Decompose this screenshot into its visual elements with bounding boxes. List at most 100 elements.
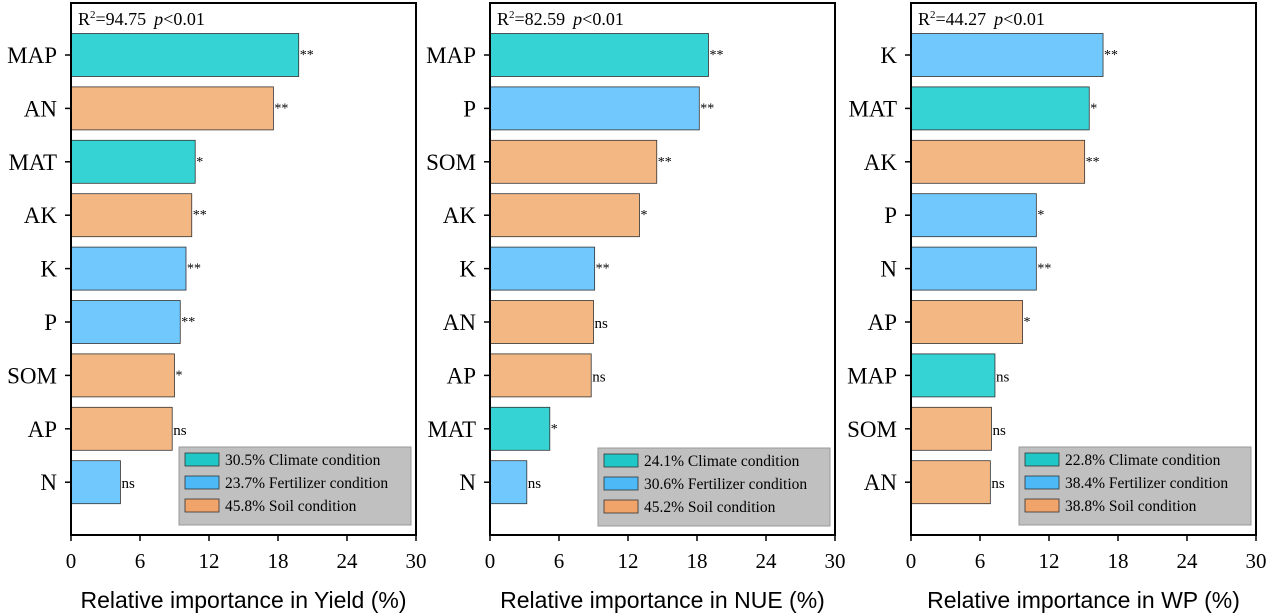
plot-frame xyxy=(489,2,836,536)
r2-exponent: 2 xyxy=(509,9,515,21)
y-tick-label: P xyxy=(884,203,897,228)
x-axis-title: Relative importance in NUE (%) xyxy=(500,587,825,613)
x-tick-label: 18 xyxy=(1108,549,1129,573)
stat-annotation: R2=82.59 p<0.01 xyxy=(497,9,624,29)
r2-exponent: 2 xyxy=(930,9,936,21)
r2-value: =94.75 xyxy=(96,9,147,29)
significance-label: ** xyxy=(181,315,195,330)
stat-annotation: R2=44.27 p<0.01 xyxy=(918,9,1045,29)
y-tick-label: MAP xyxy=(426,43,476,68)
bar-map xyxy=(70,33,300,77)
y-tick-label: N xyxy=(40,470,57,495)
y-tick-label: SOM xyxy=(426,150,476,175)
r2-symbol: R xyxy=(78,9,90,29)
y-tick-label: P xyxy=(44,310,57,335)
p-value: <0.01 xyxy=(1003,9,1045,29)
significance-label: ns xyxy=(996,369,1010,385)
legend-swatch-fertilizer xyxy=(603,476,639,491)
bar-p xyxy=(70,300,181,344)
significance-label: ** xyxy=(1104,48,1118,63)
legend-swatch-climate xyxy=(603,453,639,468)
significance-label: ** xyxy=(1086,155,1100,170)
y-tick-label: AP xyxy=(28,417,57,442)
significance-label: ** xyxy=(1037,262,1051,277)
x-tick-label: 6 xyxy=(554,549,565,573)
x-tick-label: 6 xyxy=(135,549,146,573)
significance-label: * xyxy=(1037,208,1044,223)
stat-annotation: R2=94.75 p<0.01 xyxy=(78,9,205,29)
p-symbol: p xyxy=(992,9,1003,29)
y-tick-label: K xyxy=(880,43,897,68)
bar-ap xyxy=(489,353,592,398)
significance-label: ** xyxy=(193,208,207,223)
y-tick-label: MAP xyxy=(7,43,57,68)
x-tick-label: 12 xyxy=(618,549,639,573)
bar-ak xyxy=(70,193,193,238)
x-tick-label: 0 xyxy=(66,549,77,573)
significance-label: * xyxy=(196,155,203,170)
significance-label: * xyxy=(1090,101,1097,116)
significance-label: ns xyxy=(528,476,542,492)
significance-label: * xyxy=(176,368,183,383)
legend-label-soil: 38.8% Soil condition xyxy=(1065,498,1197,515)
bar-som xyxy=(489,139,658,184)
y-tick-label: P xyxy=(463,96,476,121)
r2-exponent: 2 xyxy=(90,9,96,21)
legend-swatch-soil xyxy=(603,499,639,514)
significance-label: ** xyxy=(710,48,724,63)
significance-label: ns xyxy=(595,316,609,332)
significance-label: ** xyxy=(187,262,201,277)
bar-som xyxy=(910,406,992,451)
significance-label: ns xyxy=(121,476,135,492)
significance-label: * xyxy=(551,422,558,437)
y-tick-label: N xyxy=(880,257,897,282)
significance-label: * xyxy=(641,208,648,223)
y-tick-label: MAT xyxy=(848,96,897,121)
r2-value: =44.27 xyxy=(936,9,987,29)
x-tick-label: 0 xyxy=(906,549,917,573)
legend-label-soil: 45.8% Soil condition xyxy=(225,498,357,515)
bar-mat xyxy=(910,86,1090,131)
legend: 30.5% Climate condition 23.7% Fertilizer … xyxy=(178,446,412,526)
significance-label: ** xyxy=(596,262,610,277)
p-value: <0.01 xyxy=(163,9,205,29)
bar-ap xyxy=(70,406,173,451)
legend-swatch-climate xyxy=(184,452,220,467)
bar-k xyxy=(910,33,1104,77)
significance-label: * xyxy=(1024,315,1031,330)
bar-som xyxy=(70,353,175,398)
y-tick-label: AK xyxy=(443,203,477,228)
y-tick-label: AK xyxy=(864,150,898,175)
legend-swatch-soil xyxy=(184,498,220,513)
legend-label-climate: 22.8% Climate condition xyxy=(1065,452,1221,469)
r2-symbol: R xyxy=(497,9,509,29)
x-axis-title: Relative importance in Yield (%) xyxy=(81,587,407,613)
legend-label-climate: 24.1% Climate condition xyxy=(644,453,800,470)
legend-swatch-fertilizer xyxy=(184,475,220,490)
bar-n xyxy=(70,460,121,505)
bar-an xyxy=(910,460,991,505)
bar-k xyxy=(489,246,596,291)
panel-1: ** MAP ** AN * MAT ** AK ** K ** P * SOM ns AP ns N 0 6 12 18… xyxy=(7,2,427,613)
x-tick-label: 0 xyxy=(485,549,496,573)
x-tick-label: 24 xyxy=(337,549,359,573)
legend: 24.1% Climate condition 30.6% Fertilizer … xyxy=(597,447,831,527)
p-symbol: p xyxy=(152,9,163,29)
x-tick-label: 24 xyxy=(756,549,778,573)
significance-label: ** xyxy=(274,101,288,116)
y-tick-label: AN xyxy=(24,96,58,121)
significance-label: ** xyxy=(700,101,714,116)
bar-k xyxy=(70,246,187,291)
bar-n xyxy=(910,246,1037,291)
significance-label: ns xyxy=(993,423,1007,439)
significance-label: ns xyxy=(991,476,1005,492)
r2-value: =82.59 xyxy=(515,9,566,29)
legend-label-fertilizer: 30.6% Fertilizer condition xyxy=(644,476,807,493)
bar-an xyxy=(70,86,274,131)
panel-2: ** MAP ** P ** SOM * AK ** Kns AN ns AP * MAT ns N 0 6 12 18… xyxy=(426,2,846,613)
x-tick-label: 18 xyxy=(687,549,708,573)
y-tick-label: MAP xyxy=(847,363,897,388)
bar-ak xyxy=(489,193,640,238)
y-tick-label: AK xyxy=(24,203,58,228)
legend-label-fertilizer: 23.7% Fertilizer condition xyxy=(225,475,388,492)
